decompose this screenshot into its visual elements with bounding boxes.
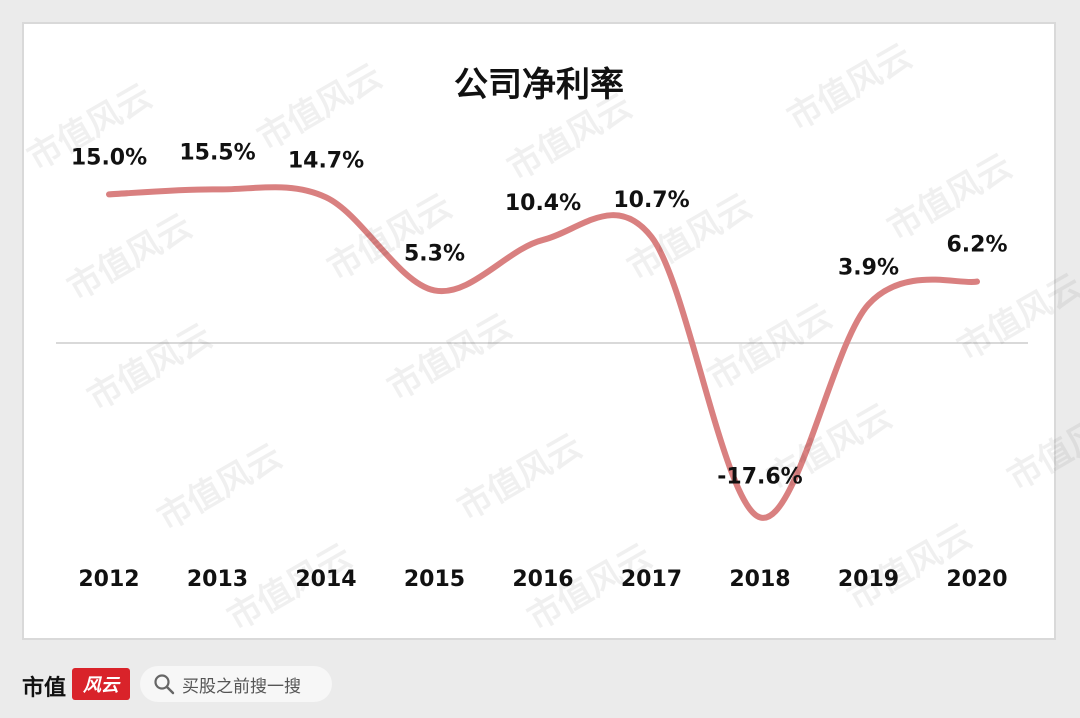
- footer-bar: 市值 风云 买股之前搜一搜: [0, 658, 1080, 718]
- value-label-2012: 15.0%: [71, 145, 147, 170]
- value-label-2015: 5.3%: [404, 241, 465, 266]
- net-margin-series-line: [106, 184, 980, 521]
- x-tick-label-2018: 2018: [729, 567, 790, 592]
- value-label-2014: 14.7%: [288, 148, 364, 173]
- value-label-2017: 10.7%: [613, 188, 689, 213]
- search-box[interactable]: 买股之前搜一搜: [140, 666, 332, 702]
- x-tick-label-2017: 2017: [621, 567, 682, 592]
- search-icon: [154, 674, 175, 695]
- value-label-2013: 15.5%: [179, 140, 255, 165]
- x-tick-label-2020: 2020: [946, 567, 1007, 592]
- x-tick-label-2012: 2012: [78, 567, 139, 592]
- x-tick-label-2016: 2016: [512, 567, 573, 592]
- chart-title: 公司净利率: [454, 65, 624, 105]
- x-tick-label-2013: 2013: [187, 567, 248, 592]
- search-placeholder: 买股之前搜一搜: [182, 676, 301, 697]
- x-tick-label-2019: 2019: [838, 567, 899, 592]
- value-label-2016: 10.4%: [505, 191, 581, 216]
- value-label-2019: 3.9%: [838, 255, 899, 280]
- x-tick-label-2015: 2015: [404, 567, 465, 592]
- chart-card: 公司净利率 15.0% 15.5% 14.7% 5.3% 10.4% 10.7% -17.6%…: [22, 22, 1056, 640]
- x-tick-label-2014: 2014: [295, 567, 356, 592]
- net-margin-line-chart: 公司净利率 15.0% 15.5% 14.7% 5.3% 10.4% 10.7% -17.6%…: [56, 65, 1028, 592]
- brand-text: 市值: [22, 676, 67, 701]
- value-label-2020: 6.2%: [946, 233, 1007, 258]
- value-label-2018: -17.6%: [717, 464, 802, 489]
- brand-logo: 风云: [72, 668, 130, 700]
